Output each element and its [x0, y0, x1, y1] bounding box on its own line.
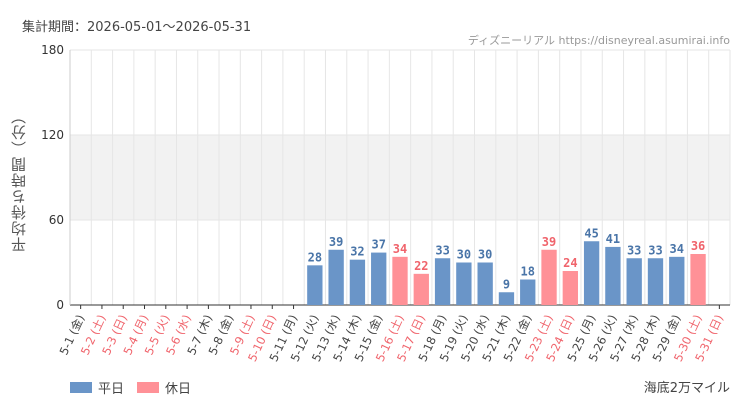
data-label: 33: [435, 243, 449, 257]
bar: [583, 241, 600, 305]
data-label: 30: [478, 248, 492, 262]
data-label: 18: [521, 265, 535, 279]
data-label: 34: [670, 242, 684, 256]
data-label: 9: [503, 277, 510, 291]
y-tick-label: 120: [41, 128, 64, 142]
bar: [434, 258, 451, 305]
bar: [392, 256, 408, 305]
data-label: 22: [414, 259, 428, 273]
data-label: 34: [393, 242, 407, 256]
bar: [541, 249, 557, 305]
legend-holiday: 休日: [137, 378, 191, 397]
data-label: 37: [371, 238, 385, 252]
bar: [413, 273, 429, 305]
attraction-name: 海底2万マイル: [643, 381, 730, 396]
bar: [456, 262, 472, 305]
legend-holiday-label: 休日: [165, 382, 192, 397]
period-label: 集計期間：2026-05-01〜2026-05-31: [22, 20, 252, 35]
data-label: 33: [648, 243, 662, 257]
bar: [498, 292, 515, 305]
data-label: 45: [584, 226, 598, 240]
data-label: 33: [627, 243, 641, 257]
bar: [328, 249, 344, 305]
y-tick-label: 0: [56, 298, 64, 312]
data-label: 32: [350, 245, 364, 259]
bar: [626, 258, 642, 305]
data-label: 24: [563, 256, 577, 270]
bar: [647, 258, 664, 305]
y-tick-label: 60: [49, 213, 64, 227]
bar: [690, 254, 706, 305]
legend-weekday: 平日: [70, 378, 124, 397]
bar: [562, 271, 578, 305]
data-label: 39: [542, 235, 556, 249]
bar: [520, 279, 536, 305]
data-label: 36: [691, 239, 705, 253]
bar: [371, 252, 387, 305]
y-tick-label: 180: [41, 43, 64, 57]
bar: [307, 265, 323, 305]
data-label: 30: [457, 248, 471, 262]
legend-weekday-label: 平日: [98, 382, 125, 397]
data-label: 41: [606, 232, 620, 246]
data-label: 28: [308, 250, 322, 264]
bar: [605, 246, 621, 305]
data-label: 39: [329, 235, 343, 249]
legend-holiday-swatch: [137, 382, 159, 393]
site-credit: ディズニーリアル https://disneyreal.asumirai.inf…: [467, 34, 730, 47]
bar: [669, 256, 685, 305]
bar: [477, 262, 493, 305]
bar: [349, 259, 366, 305]
legend-weekday-swatch: [70, 382, 92, 393]
shaded-band: [70, 135, 730, 220]
